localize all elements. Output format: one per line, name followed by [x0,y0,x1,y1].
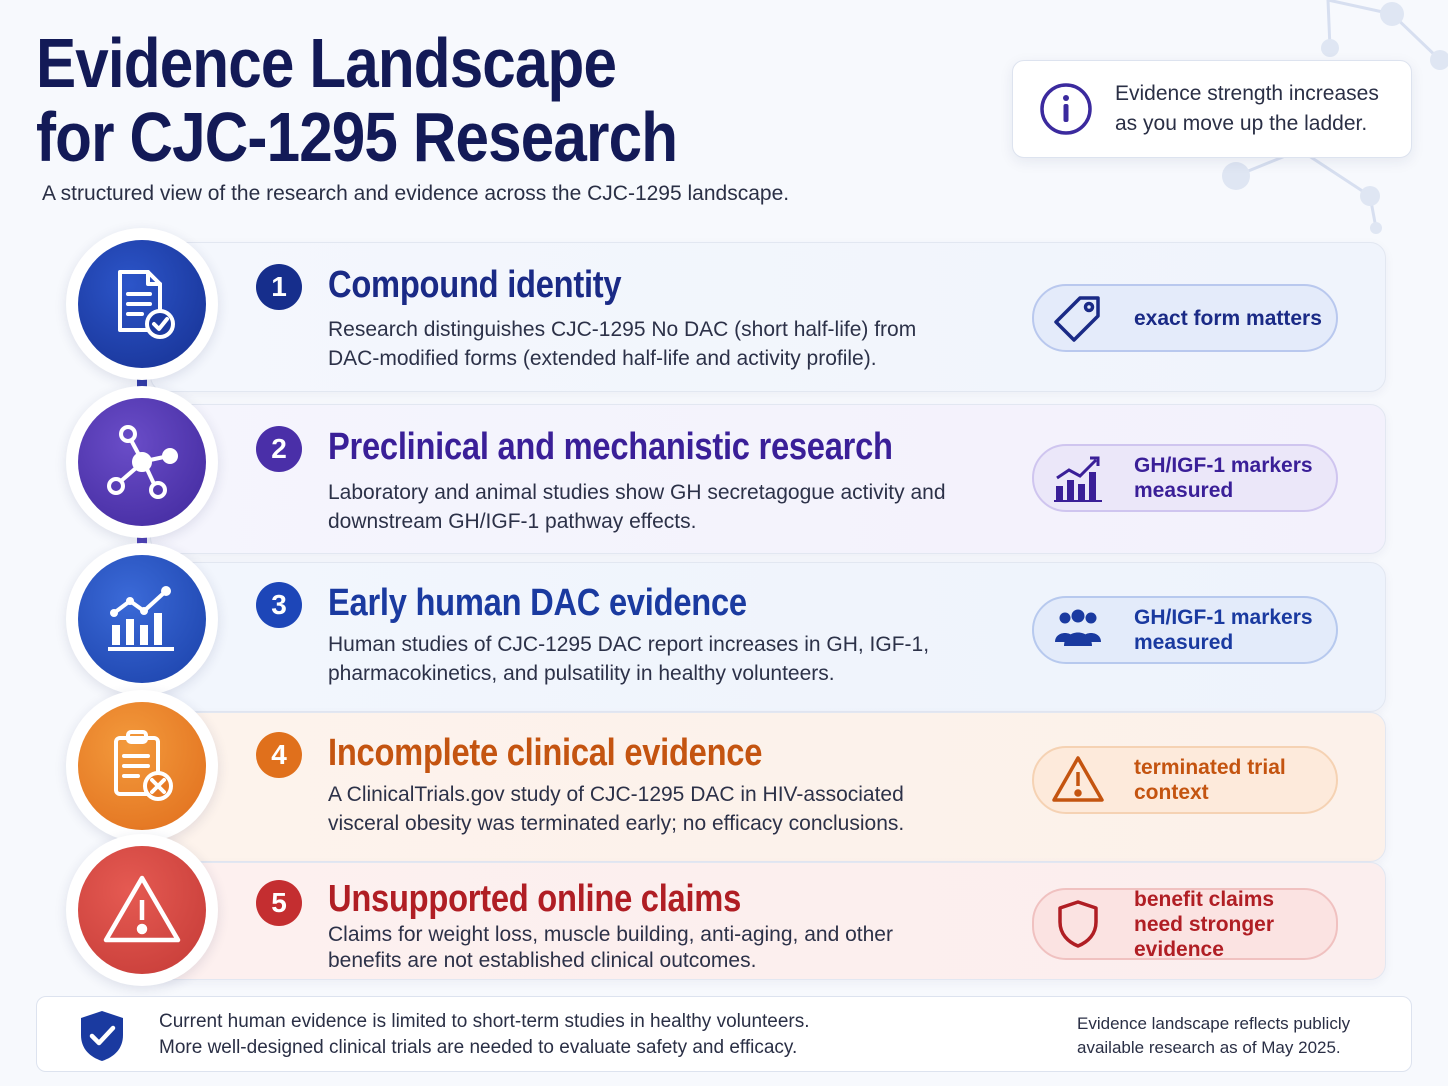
step-tag-4: terminated trial context [1032,746,1338,814]
shield-check-icon [81,1011,123,1061]
shield-icon [1058,900,1098,948]
step-description-4: A ClinicalTrials.gov study of CJC-1295 D… [328,783,905,835]
step-tag-label-1: exact form matters [1134,306,1322,330]
people-group-icon [1055,609,1101,646]
step-tag-label-4: terminated trial context [1134,756,1286,804]
step-number-2: 2 [256,426,302,472]
tag-icon [1054,296,1100,342]
step-description-2: Laboratory and animal studies show GH se… [328,481,946,533]
step-description-5: Claims for weight loss, muscle building,… [328,923,893,972]
step-icon-badge-3 [66,543,218,695]
growth-chart-icon [108,586,174,651]
info-text: Evidence strength increases as you move … [1115,82,1379,135]
step-number-3: 3 [256,582,302,628]
step-description-3: Human studies of CJC-1295 DAC report inc… [328,633,930,685]
step-icon-badge-1 [66,228,218,380]
footer-panel: Current human evidence is limited to sho… [36,996,1412,1072]
info-icon [1040,83,1092,135]
step-title-4: Incomplete clinical evidence [328,732,763,774]
step-tag-label-5: benefit claims need stronger evidence [1134,887,1275,961]
document-check-icon [118,270,175,339]
molecule-network-icon [107,425,178,499]
warning-triangle-icon [1052,756,1104,802]
step-number-4: 4 [256,732,302,778]
step-tag-1: exact form matters [1032,284,1338,352]
step-description-1: Research distinguishes CJC-1295 No DAC (… [328,318,917,370]
step-title-5: Unsupported online claims [328,878,742,920]
step-number-5: 5 [256,880,302,926]
step-icon-badge-4 [66,690,218,842]
step-title-1: Compound identity [328,264,622,306]
step-number-1: 1 [256,264,302,310]
warning-triangle-icon [103,875,181,943]
footer-line-1: Current human evidence is limited to sho… [159,1011,810,1032]
step-tag-5: benefit claims need stronger evidence [1032,887,1338,961]
page-subtitle: A structured view of the research and ev… [42,182,790,205]
step-icon-badge-2 [66,386,218,538]
step-icon-badge-5 [66,834,218,986]
bar-chart-trend-icon [1054,456,1102,502]
clipboard-x-icon [114,730,173,801]
step-title-2: Preclinical and mechanistic research [328,426,893,468]
footer-summary: Current human evidence is limited to sho… [159,1009,810,1061]
step-title-3: Early human DAC evidence [328,582,747,624]
step-tag-label-2: GH/IGF-1 markers measured [1134,454,1313,502]
info-callout: Evidence strength increases as you move … [1012,60,1412,158]
step-tag-2: GH/IGF-1 markers measured [1032,444,1338,512]
footer-line-2: More well-designed clinical trials are n… [159,1037,798,1058]
step-tag-label-3: GH/IGF-1 markers measured [1134,606,1313,654]
step-tag-3: GH/IGF-1 markers measured [1032,596,1338,664]
page-title: Evidence Landscape for CJC-1295 Research [36,24,678,176]
footer-date-note: Evidence landscape reflects publicly ava… [1077,1014,1351,1057]
